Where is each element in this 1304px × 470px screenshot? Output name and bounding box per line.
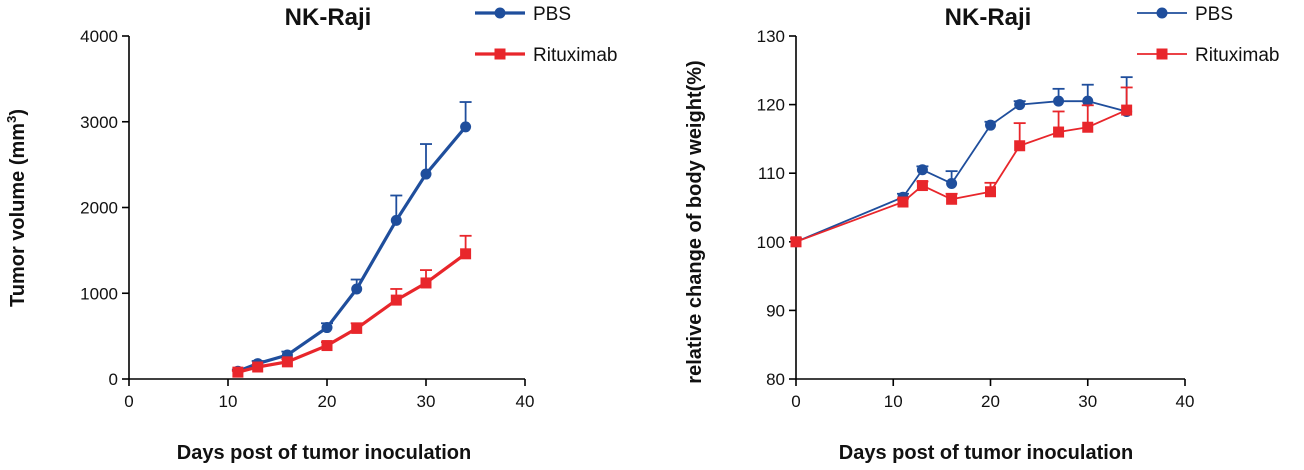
data-point: [1014, 140, 1026, 152]
y-tick-label: 100: [757, 233, 785, 252]
chart-title: NK-Raji: [285, 4, 372, 31]
body-weight-chart: NK-Raji Days post of tumor inoculation r…: [684, 4, 1279, 464]
legend-marker: [1156, 7, 1168, 19]
x-tick-label: 20: [981, 392, 1000, 411]
x-tick-label: 30: [1078, 392, 1097, 411]
legend-entry-pbs: PBS: [475, 4, 571, 25]
data-point: [1053, 126, 1065, 138]
data-point: [252, 361, 264, 373]
data-point: [351, 283, 363, 295]
legend-label: PBS: [533, 4, 571, 25]
data-point: [1121, 104, 1133, 116]
y-tick-label: 110: [758, 164, 785, 183]
x-tick-label: 40: [516, 392, 535, 411]
y-tick-label: 90: [766, 301, 785, 320]
data-point: [916, 164, 928, 176]
series-pbs: [231, 101, 472, 377]
legend-marker: [494, 7, 506, 19]
y-tick-label: 3000: [80, 113, 118, 132]
y-tick-label: 1000: [80, 284, 118, 303]
x-tick-label: 10: [219, 392, 238, 411]
data-point: [390, 294, 402, 306]
data-point: [460, 121, 472, 133]
series-rituximab: [790, 86, 1133, 248]
legend-entry-pbs: PBS: [1137, 4, 1233, 25]
legend-marker: [494, 48, 506, 60]
y-tick-label: 80: [766, 370, 785, 389]
data-point: [946, 193, 958, 205]
data-point: [281, 356, 293, 368]
series-rituximab: [231, 234, 472, 378]
series-pbs: [790, 76, 1133, 248]
y-tick-label: 2000: [80, 199, 118, 218]
y-axis-title-superscript: 3: [4, 116, 19, 123]
legend-label: PBS: [1195, 4, 1233, 25]
x-tick-label: 20: [318, 392, 337, 411]
series-line: [237, 125, 467, 373]
data-point: [460, 248, 472, 260]
y-axis-title: Tumor volume (mm3): [4, 109, 29, 307]
data-point: [1082, 95, 1094, 107]
legend-entry-rituximab: Rituximab: [475, 45, 617, 66]
data-point: [790, 236, 802, 248]
y-axis-title-main: Tumor volume (mm: [7, 123, 29, 307]
legend-marker: [1156, 48, 1168, 60]
y-tick-label: 130: [757, 27, 785, 46]
x-axis-title: Days post of tumor inoculation: [177, 442, 471, 464]
data-point: [1053, 95, 1065, 107]
legend-label: Rituximab: [1195, 45, 1279, 66]
data-point: [321, 340, 333, 352]
data-point: [420, 168, 432, 180]
legend-entry-rituximab: Rituximab: [1137, 45, 1279, 66]
x-tick-label: 30: [417, 392, 436, 411]
x-tick-label: 0: [791, 392, 800, 411]
y-axis-title-suffix: ): [7, 109, 29, 116]
data-point: [390, 214, 402, 226]
x-axis-title: Days post of tumor inoculation: [839, 442, 1133, 464]
y-tick-label: 4000: [80, 27, 118, 46]
y-tick-label: 0: [109, 370, 118, 389]
x-tick-label: 0: [124, 392, 133, 411]
y-tick-label: 120: [757, 96, 785, 115]
series-line: [795, 100, 1127, 243]
data-point: [1082, 121, 1094, 133]
legend-label: Rituximab: [533, 45, 617, 66]
y-axis-title: relative change of body weight(%): [684, 60, 706, 383]
x-tick-label: 40: [1176, 392, 1195, 411]
data-point: [420, 277, 432, 289]
data-point: [946, 177, 958, 189]
chart-title: NK-Raji: [945, 4, 1032, 31]
series-line: [237, 252, 467, 374]
data-point: [232, 366, 244, 378]
data-point: [916, 180, 928, 192]
data-point: [1014, 99, 1026, 111]
x-tick-label: 10: [884, 392, 903, 411]
data-point: [985, 186, 996, 198]
data-point: [985, 119, 996, 131]
tumor-volume-chart: NK-Raji Days post of tumor inoculation T…: [4, 4, 617, 464]
data-point: [897, 196, 909, 208]
data-point: [351, 322, 363, 334]
data-point: [321, 322, 333, 334]
